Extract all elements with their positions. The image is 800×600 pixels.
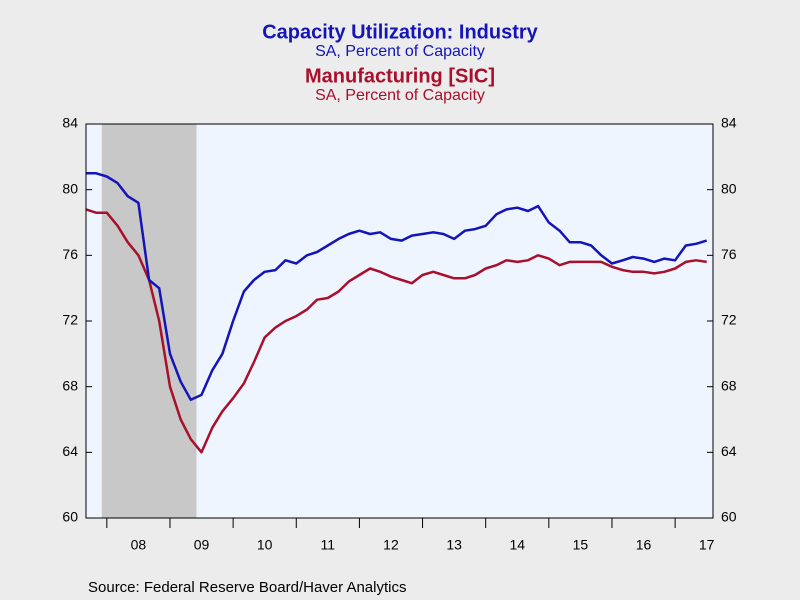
title-1: Capacity Utilization: Industry xyxy=(262,21,538,43)
y-tick-label: 60 xyxy=(62,509,78,525)
source: Source: Federal Reserve Board/Haver Anal… xyxy=(88,579,406,596)
y-tick-label: 68 xyxy=(62,377,78,393)
y-tick-label: 64 xyxy=(62,443,78,459)
y-tick-label: 80 xyxy=(62,180,78,196)
x-tick-label: 14 xyxy=(509,537,525,553)
plot-frame xyxy=(85,123,714,519)
y-tick-label: 76 xyxy=(62,246,78,262)
series-line xyxy=(85,208,707,454)
subtitle-2: SA, Percent of Capacity xyxy=(315,87,485,104)
y2-tick-label: 72 xyxy=(721,312,737,328)
x-tick-label: 11 xyxy=(321,537,336,553)
x-tick-label: 15 xyxy=(573,537,589,553)
x-tick-label: 12 xyxy=(383,537,399,553)
subtitle-1: SA, Percent of Capacity xyxy=(315,43,485,60)
y-tick-label: 84 xyxy=(62,115,78,131)
x-tick-label: 09 xyxy=(194,537,210,553)
y2-tick-label: 84 xyxy=(721,115,737,131)
x-tick-label: 10 xyxy=(257,537,273,553)
x-tick-label: 08 xyxy=(131,537,147,553)
x-tick-label: 17 xyxy=(699,537,715,553)
y2-tick-label: 76 xyxy=(721,246,737,262)
x-tick-label: 16 xyxy=(636,537,652,553)
title-2: Manufacturing [SIC] xyxy=(305,65,495,87)
y2-tick-label: 80 xyxy=(721,180,737,196)
y2-tick-label: 68 xyxy=(721,377,737,393)
series-line xyxy=(86,172,708,402)
y2-tick-label: 60 xyxy=(721,509,737,525)
x-tick-label: 13 xyxy=(446,537,462,553)
y2-tick-label: 64 xyxy=(721,443,737,459)
y-tick-label: 72 xyxy=(62,312,78,328)
recession-shade xyxy=(101,124,197,518)
